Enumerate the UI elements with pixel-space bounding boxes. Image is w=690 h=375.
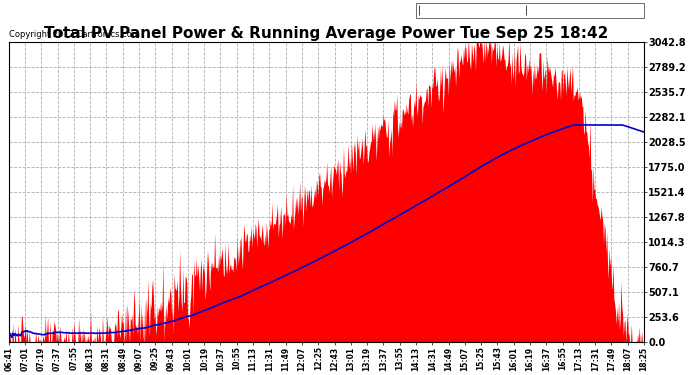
Legend: Average  (DC Watts), PV Panels  (DC Watts): Average (DC Watts), PV Panels (DC Watts)	[416, 3, 644, 18]
Text: Copyright 2012 Cartronics.com: Copyright 2012 Cartronics.com	[9, 30, 139, 39]
Title: Total PV Panel Power & Running Average Power Tue Sep 25 18:42: Total PV Panel Power & Running Average P…	[44, 26, 609, 40]
